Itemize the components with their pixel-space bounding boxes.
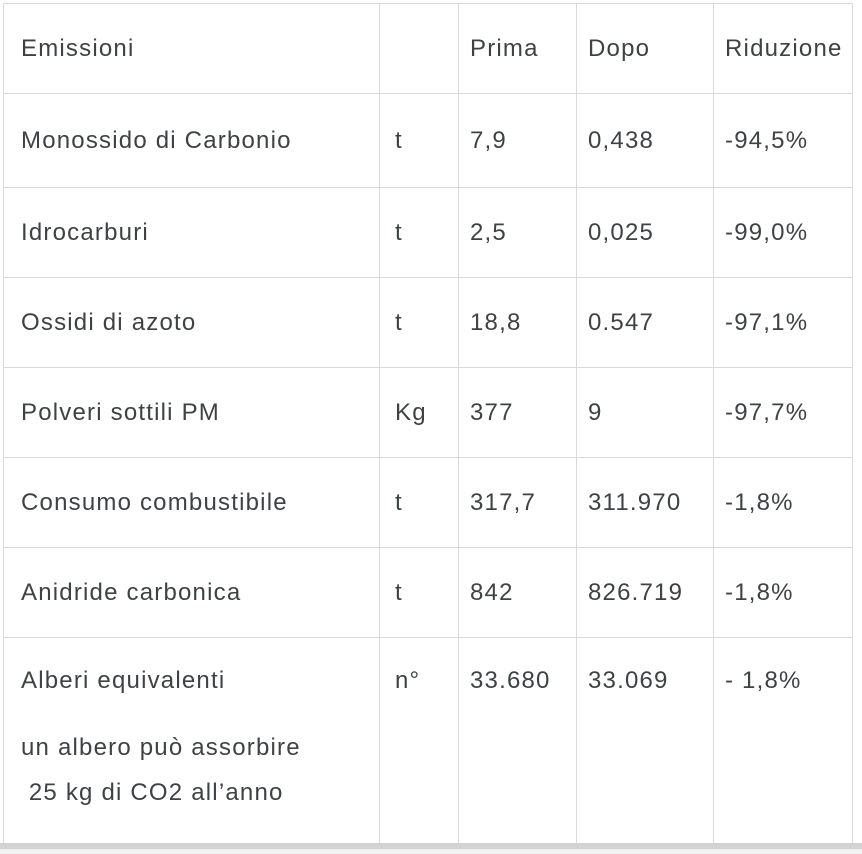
unit-cell: Kg (379, 367, 459, 458)
emission-name: Alberi equivalenti (21, 667, 226, 694)
prima-cell: 377 (458, 367, 577, 458)
riduzione-cell: -94,5% (713, 93, 853, 188)
dopo-cell: 9 (576, 367, 714, 458)
footnote-line-1: un albero può assorbire (21, 734, 301, 761)
scrollbar-track (0, 849, 862, 854)
dopo-cell: 311.970 (576, 457, 714, 548)
dopo-cell: 826.719 (576, 547, 714, 638)
unit-value: n° (395, 667, 421, 694)
emission-name-cell: Ossidi di azoto (3, 277, 380, 368)
footnote-line-2: 25 kg di CO2 all’anno (21, 779, 284, 806)
emission-name-cell: Idrocarburi (3, 187, 380, 278)
unit-cell: t (379, 547, 459, 638)
riduzione-value: - 1,8% (725, 667, 802, 694)
prima-cell: 33.680 (458, 637, 577, 844)
header-dopo: Dopo (576, 3, 714, 94)
riduzione-cell: - 1,8% (713, 637, 853, 844)
riduzione-cell: -99,0% (713, 187, 853, 278)
prima-cell: 2,5 (458, 187, 577, 278)
prima-cell: 317,7 (458, 457, 577, 548)
scrollbar-thumb[interactable] (0, 843, 862, 849)
horizontal-scrollbar[interactable] (0, 843, 862, 854)
dopo-cell: 0,025 (576, 187, 714, 278)
table-row: Anidride carbonica t 842 826.719 -1,8% (3, 547, 853, 638)
prima-cell: 7,9 (458, 93, 577, 188)
table-row: Ossidi di azoto t 18,8 0.547 -97,1% (3, 277, 853, 368)
header-riduzione: Riduzione (713, 3, 853, 94)
unit-cell: n° (379, 637, 459, 844)
dopo-cell: 0,438 (576, 93, 714, 188)
unit-cell: t (379, 93, 459, 188)
dopo-cell: 0.547 (576, 277, 714, 368)
header-prima: Prima (458, 3, 577, 94)
table-row: Monossido di Carbonio t 7,9 0,438 -94,5% (3, 93, 853, 188)
unit-cell: t (379, 187, 459, 278)
emission-name-cell: Alberi equivalenti un albero può assorbi… (3, 637, 380, 844)
table-header-row: Emissioni Prima Dopo Riduzione (3, 3, 853, 94)
emission-name-cell: Polveri sottili PM (3, 367, 380, 458)
table-row: Alberi equivalenti un albero può assorbi… (3, 637, 853, 844)
header-unit (379, 3, 459, 94)
riduzione-cell: -1,8% (713, 457, 853, 548)
unit-cell: t (379, 457, 459, 548)
dopo-value: 33.069 (588, 667, 669, 694)
table-row: Consumo combustibile t 317,7 311.970 -1,… (3, 457, 853, 548)
dopo-cell: 33.069 (576, 637, 714, 844)
table-row: Idrocarburi t 2,5 0,025 -99,0% (3, 187, 853, 278)
emission-name-cell: Anidride carbonica (3, 547, 380, 638)
prima-cell: 18,8 (458, 277, 577, 368)
unit-cell: t (379, 277, 459, 368)
emissions-table: Emissioni Prima Dopo Riduzione Monossido… (3, 3, 853, 844)
emission-name-cell: Consumo combustibile (3, 457, 380, 548)
prima-cell: 842 (458, 547, 577, 638)
riduzione-cell: -97,7% (713, 367, 853, 458)
emission-name-cell: Monossido di Carbonio (3, 93, 380, 188)
table-row: Polveri sottili PM Kg 377 9 -97,7% (3, 367, 853, 458)
header-emissioni: Emissioni (3, 3, 380, 94)
emissions-data-table: Emissioni Prima Dopo Riduzione Monossido… (3, 3, 853, 844)
riduzione-cell: -97,1% (713, 277, 853, 368)
prima-value: 33.680 (470, 667, 551, 694)
riduzione-cell: -1,8% (713, 547, 853, 638)
